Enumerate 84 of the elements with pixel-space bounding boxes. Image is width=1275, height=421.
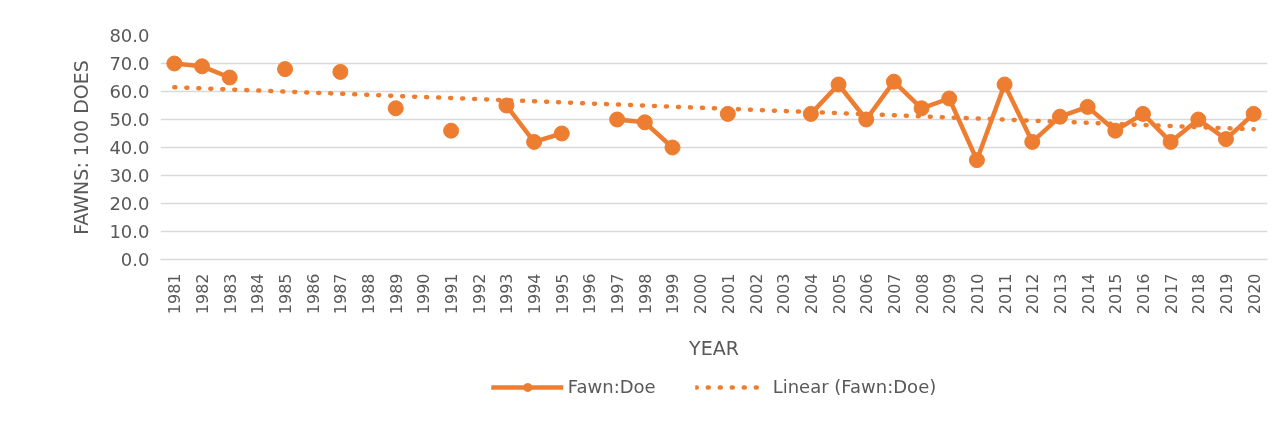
point (968, 152, 985, 169)
x-tick-label: 2005 (829, 273, 849, 315)
x-tick-label: 1991 (442, 273, 462, 315)
point (1079, 98, 1096, 115)
x-tick-label: 2003 (774, 273, 794, 315)
x-tick-label: 1987 (331, 273, 351, 315)
x-tick-label: 2002 (746, 273, 766, 315)
point (277, 61, 294, 78)
x-axis-title: YEAR (688, 337, 739, 360)
x-tick-label: 1992 (469, 273, 489, 315)
legend-label: Linear (Fawn:Doe) (772, 376, 937, 397)
x-tick-label: 1999 (663, 273, 683, 315)
point (885, 73, 902, 90)
y-tick-label: 30.0 (109, 165, 150, 186)
x-tick-label: 2000 (691, 273, 711, 315)
point (166, 55, 183, 72)
x-tick-label: 1990 (414, 273, 434, 315)
point (443, 122, 460, 139)
x-tick-label: 2001 (718, 273, 738, 315)
x-tick-label: 1994 (525, 273, 545, 315)
point (387, 100, 404, 117)
point (1134, 105, 1151, 122)
y-tick-label: 20.0 (109, 193, 150, 214)
x-tick-label: 1985 (276, 273, 296, 315)
point (498, 97, 515, 114)
y-tick-label: 40.0 (109, 137, 150, 158)
x-tick-label: 2014 (1078, 273, 1098, 315)
point (664, 139, 681, 156)
point (1217, 131, 1234, 148)
x-tick-label: 1981 (165, 273, 185, 315)
x-tick-label: 1988 (359, 273, 379, 315)
x-tick-label: 2013 (1050, 273, 1070, 315)
point (332, 63, 349, 80)
y-tick-label: 0.0 (120, 249, 150, 270)
y-axis-title: FAWNS: 100 DOES (70, 60, 93, 235)
x-tick-label: 2012 (1023, 273, 1043, 315)
x-tick-label: 1989 (386, 273, 406, 315)
point (1162, 133, 1179, 150)
x-tick-label: 1986 (303, 273, 323, 315)
x-tick-label: 2011 (995, 273, 1015, 315)
y-tick-label: 80.0 (109, 25, 150, 46)
point (1190, 111, 1207, 128)
point (194, 58, 211, 75)
point (802, 105, 819, 122)
point (1107, 122, 1124, 139)
y-tick-label: 50.0 (109, 109, 150, 130)
x-tick-label: 1997 (608, 273, 628, 315)
x-tick-label: 1996 (580, 273, 600, 315)
x-tick-label: 2010 (967, 273, 987, 315)
point (858, 111, 875, 128)
x-tick-label: 2009 (940, 273, 960, 315)
point (913, 100, 930, 117)
x-tick-label: 2018 (1189, 273, 1209, 315)
legend-label: Fawn:Doe (567, 376, 656, 397)
y-tick-label: 60.0 (109, 81, 150, 102)
x-tick-label: 1998 (635, 273, 655, 315)
point (996, 76, 1013, 93)
x-tick-label: 1993 (497, 273, 517, 315)
point (1245, 105, 1262, 122)
point (830, 76, 847, 93)
x-tick-label: 2004 (801, 273, 821, 315)
x-tick-label: 1983 (220, 273, 240, 315)
point (1024, 133, 1041, 150)
point (553, 125, 570, 142)
point (526, 133, 543, 150)
point (221, 69, 238, 86)
x-tick-label: 1984 (248, 273, 268, 315)
point (719, 105, 736, 122)
point (609, 111, 626, 128)
x-tick-label: 2019 (1216, 273, 1236, 315)
x-tick-label: 2006 (857, 273, 877, 315)
point (636, 114, 653, 131)
x-tick-label: 2016 (1133, 273, 1153, 315)
x-tick-label: 2020 (1244, 273, 1264, 315)
x-tick-label: 1995 (552, 273, 572, 315)
x-tick-label: 2007 (884, 273, 904, 315)
x-tick-label: 2015 (1106, 273, 1126, 315)
y-tick-label: 10.0 (109, 221, 150, 242)
point (941, 90, 958, 107)
x-tick-label: 2017 (1161, 273, 1181, 315)
x-tick-label: 2008 (912, 273, 932, 315)
point (1051, 108, 1068, 125)
x-tick-label: 1982 (193, 273, 213, 315)
y-tick-label: 70.0 (109, 53, 150, 74)
